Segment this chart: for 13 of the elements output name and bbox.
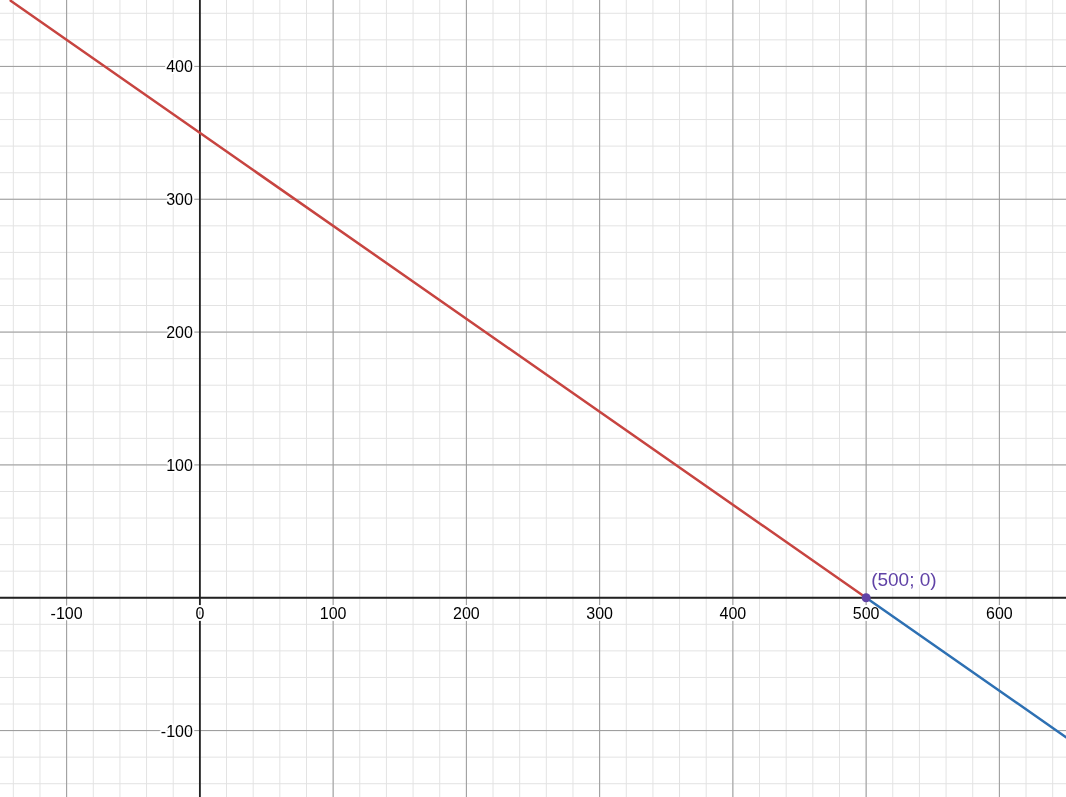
x-tick-label: 400 (719, 604, 747, 622)
y-tick-label: 400 (166, 58, 193, 76)
annotation: (500; 0) (871, 568, 937, 590)
y-tick-label: -100 (160, 722, 193, 740)
x-tick-label: 500 (852, 604, 880, 622)
x-tick-label: 300 (586, 604, 614, 622)
y-tick-label: 100 (166, 456, 193, 474)
x-tick-label: -100 (50, 604, 83, 622)
x-tick-label: 200 (453, 604, 480, 622)
x-tick-label: 600 (986, 604, 1013, 622)
y-tick-label: 200 (166, 324, 193, 342)
x-tick-label: 100 (319, 604, 347, 622)
y-tick-label: 300 (166, 191, 193, 209)
